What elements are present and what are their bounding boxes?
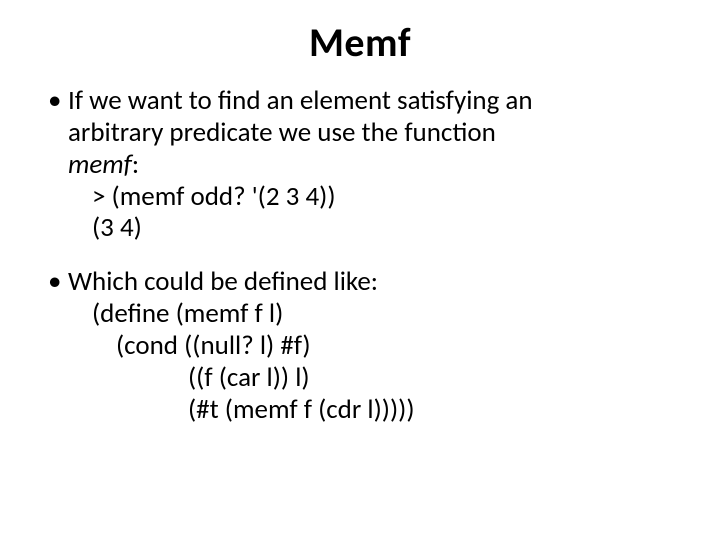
bullet2-code4: (#t (memf f (cdr l))))) (68, 394, 672, 426)
bullet1-line1a: If we want to find an element satisfying… (68, 84, 533, 117)
bullet1-fn-name: memf (68, 148, 132, 181)
slide: Memf If we want to find an element satis… (0, 0, 720, 540)
slide-title: Memf (48, 18, 672, 67)
bullet2-code3: ((f (car l)) l) (68, 362, 672, 394)
bullet2-code2: (cond ((null? l) #f) (68, 330, 672, 362)
bullet2-code1: (define (memf f l) (68, 298, 672, 330)
bullet1-code2: (3 4) (68, 212, 672, 244)
bullet-2: Which could be defined like: (define (me… (48, 266, 672, 425)
bullet1-line1b: arbitrary predicate we use the function (68, 116, 496, 149)
bullet1-code1: > (memf odd? '(2 3 4)) (68, 181, 672, 213)
bullet1-colon: : (132, 148, 139, 181)
bullet2-line1: Which could be defined like: (68, 265, 378, 298)
bullet-list: If we want to find an element satisfying… (48, 85, 672, 426)
bullet-1: If we want to find an element satisfying… (48, 85, 672, 244)
